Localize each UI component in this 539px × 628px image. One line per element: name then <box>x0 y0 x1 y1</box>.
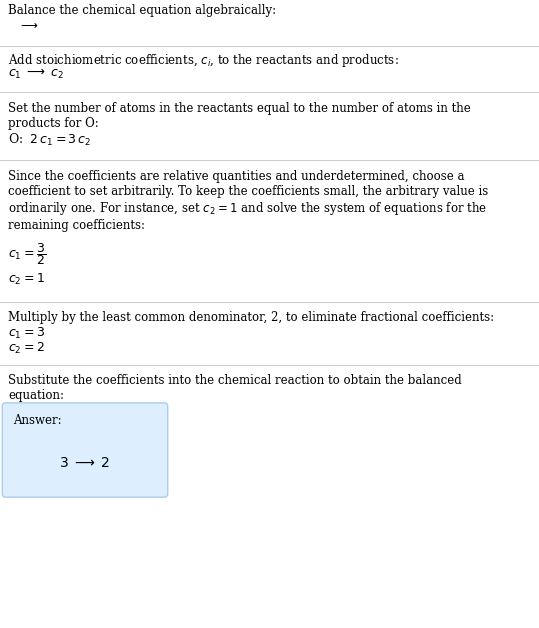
Text: $3 \;\longrightarrow\; 2$: $3 \;\longrightarrow\; 2$ <box>59 456 110 470</box>
Text: Since the coefficients are relative quantities and underdetermined, choose a
coe: Since the coefficients are relative quan… <box>8 170 488 232</box>
Text: Answer:: Answer: <box>13 414 61 427</box>
Text: $c_1 \;\longrightarrow\; c_2$: $c_1 \;\longrightarrow\; c_2$ <box>8 67 64 81</box>
Text: Substitute the coefficients into the chemical reaction to obtain the balanced
eq: Substitute the coefficients into the che… <box>8 374 462 402</box>
Text: $c_2 = 2$: $c_2 = 2$ <box>8 341 45 356</box>
Text: Add stoichiometric coefficients, $c_i$, to the reactants and products:: Add stoichiometric coefficients, $c_i$, … <box>8 52 399 69</box>
Text: $c_1 = \dfrac{3}{2}$: $c_1 = \dfrac{3}{2}$ <box>8 241 46 267</box>
Text: O: $\;2\,c_1 = 3\,c_2$: O: $\;2\,c_1 = 3\,c_2$ <box>8 132 92 148</box>
Text: $\longrightarrow$: $\longrightarrow$ <box>18 19 39 32</box>
Text: Set the number of atoms in the reactants equal to the number of atoms in the
pro: Set the number of atoms in the reactants… <box>8 102 471 130</box>
FancyBboxPatch shape <box>2 403 168 497</box>
Text: Multiply by the least common denominator, 2, to eliminate fractional coefficient: Multiply by the least common denominator… <box>8 311 494 324</box>
Text: $c_1 = 3$: $c_1 = 3$ <box>8 326 45 341</box>
Text: Balance the chemical equation algebraically:: Balance the chemical equation algebraica… <box>8 4 276 17</box>
Text: $c_2 = 1$: $c_2 = 1$ <box>8 272 45 287</box>
